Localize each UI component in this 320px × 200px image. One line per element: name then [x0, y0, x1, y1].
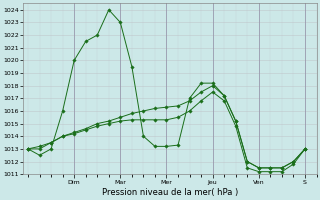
X-axis label: Pression niveau de la mer( hPa ): Pression niveau de la mer( hPa ) — [102, 188, 238, 197]
